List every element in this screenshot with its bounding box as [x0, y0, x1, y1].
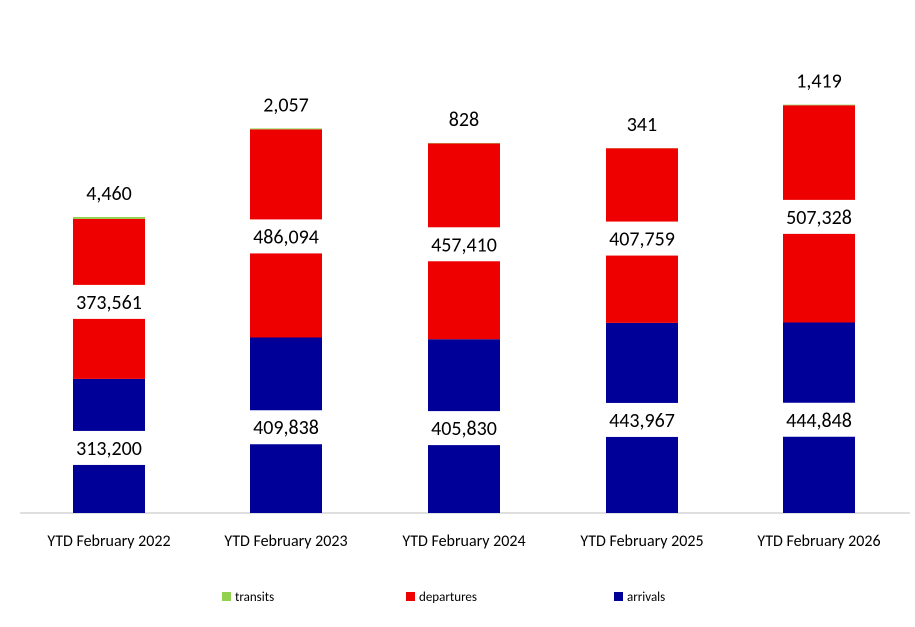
data-label: 341: [627, 113, 657, 137]
data-label: 373,561: [76, 291, 142, 315]
legend-label-transits: transits: [235, 590, 274, 605]
data-label-background: [782, 199, 856, 234]
data-label: 4,460: [86, 182, 132, 206]
x-tick-label: YTD February 2025: [580, 532, 703, 551]
data-label-background: [72, 430, 146, 465]
legend-label-arrivals: arrivals: [627, 590, 665, 605]
data-label: 507,328: [786, 206, 852, 230]
data-label-background: [605, 221, 679, 256]
bar-transits: [250, 128, 322, 130]
data-label: 409,838: [253, 416, 319, 440]
bar-transits: [73, 217, 145, 219]
data-label-background: [72, 284, 146, 319]
data-label: 405,830: [431, 417, 497, 441]
data-label: 486,094: [253, 225, 319, 249]
data-label: 457,410: [431, 233, 497, 257]
bar-transits: [783, 104, 855, 106]
data-label: 444,848: [786, 409, 852, 433]
data-label: 2,057: [263, 93, 309, 117]
data-label: 828: [449, 108, 479, 132]
data-label-background: [427, 227, 501, 262]
data-label-background: [427, 411, 501, 446]
x-tick-label: YTD February 2022: [47, 532, 170, 551]
x-tick-label: YTD February 2026: [757, 532, 880, 551]
legend-swatch-transits: [222, 592, 231, 601]
legend-swatch-arrivals: [614, 592, 623, 601]
data-label-background: [249, 410, 323, 445]
legend-label-departures: departures: [419, 590, 477, 605]
x-tick-label: YTD February 2023: [224, 532, 347, 551]
data-label-background: [249, 219, 323, 254]
data-label: 313,200: [76, 437, 142, 461]
x-tick-label: YTD February 2024: [402, 532, 525, 551]
data-label: 407,759: [609, 228, 675, 252]
data-label-background: [782, 402, 856, 437]
data-label: 1,419: [796, 70, 842, 94]
legend-swatch-departures: [406, 592, 415, 601]
data-label: 443,967: [609, 409, 675, 433]
data-label-background: [605, 402, 679, 437]
